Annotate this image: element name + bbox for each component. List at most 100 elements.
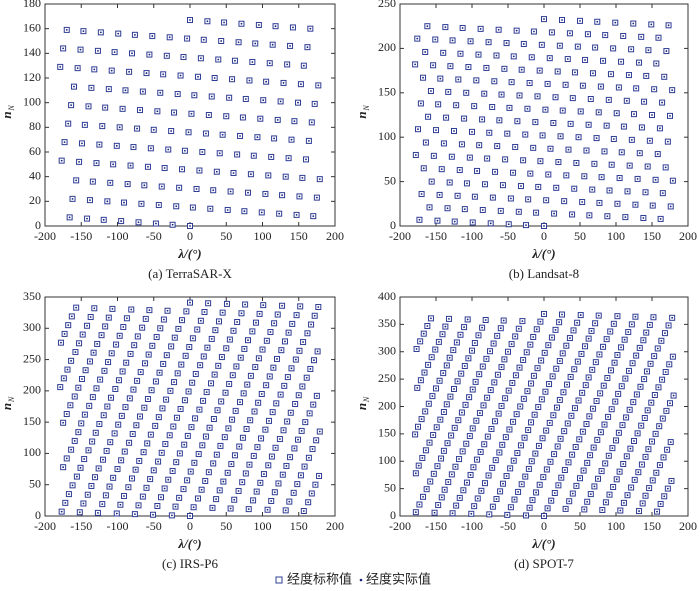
y-tick-label: 40	[29, 168, 41, 182]
actual-point	[256, 136, 259, 139]
y-tick-label: 150	[378, 85, 396, 99]
actual-point	[240, 22, 243, 25]
actual-point	[459, 333, 462, 336]
actual-point	[190, 112, 193, 115]
actual-point	[223, 21, 225, 24]
actual-point	[616, 315, 619, 318]
actual-point	[423, 371, 426, 374]
actual-point	[497, 28, 500, 31]
actual-point	[138, 460, 141, 462]
actual-point	[228, 96, 231, 99]
actual-point	[462, 489, 465, 492]
actual-point	[670, 480, 673, 482]
actual-point	[504, 397, 507, 400]
actual-point	[627, 331, 630, 333]
actual-point	[228, 383, 231, 385]
caption: (b) Landsat-8	[509, 266, 579, 281]
actual-point	[491, 505, 494, 508]
actual-point	[551, 31, 553, 34]
actual-point	[633, 478, 636, 481]
actual-point	[618, 470, 621, 473]
actual-point	[274, 25, 277, 28]
actual-point	[125, 361, 128, 364]
actual-point	[453, 426, 456, 429]
actual-point	[463, 208, 466, 211]
actual-point	[615, 112, 618, 115]
actual-point	[508, 106, 511, 109]
actual-point	[456, 194, 459, 197]
actual-point	[461, 450, 464, 453]
actual-point	[504, 158, 507, 161]
actual-point	[507, 350, 509, 353]
actual-point	[116, 468, 119, 470]
actual-point	[613, 361, 616, 364]
actual-point	[603, 150, 606, 153]
actual-point	[436, 465, 439, 468]
y-tick-label: 250	[23, 351, 41, 365]
actual-point	[202, 38, 205, 41]
actual-point	[156, 505, 159, 507]
actual-point	[652, 316, 655, 319]
actual-point	[313, 314, 316, 317]
y-axis-label: n	[0, 403, 14, 410]
actual-point	[302, 510, 305, 512]
actual-point	[596, 438, 599, 441]
actual-point	[527, 429, 530, 431]
actual-point	[479, 412, 481, 414]
actual-point	[648, 487, 651, 489]
actual-point	[213, 77, 216, 79]
actual-point	[485, 357, 488, 360]
actual-point	[222, 480, 225, 483]
actual-point	[92, 351, 95, 354]
actual-point	[455, 104, 458, 107]
actual-point	[195, 188, 198, 190]
actual-point	[132, 388, 135, 391]
actual-point	[414, 63, 417, 66]
actual-point	[289, 45, 291, 47]
actual-point	[83, 458, 86, 460]
actual-point	[449, 65, 452, 68]
actual-point	[522, 159, 525, 162]
actual-point	[468, 435, 471, 437]
actual-point	[247, 508, 250, 511]
actual-point	[426, 325, 429, 327]
actual-point	[542, 476, 545, 479]
actual-point	[180, 363, 183, 366]
actual-point	[316, 350, 319, 353]
actual-point	[93, 307, 96, 310]
actual-point	[547, 344, 550, 347]
actual-point	[494, 420, 496, 423]
actual-point	[285, 465, 288, 467]
actual-point	[636, 178, 639, 180]
actual-point	[168, 36, 171, 39]
actual-point	[77, 431, 80, 434]
actual-point	[481, 326, 483, 329]
actual-point	[226, 471, 229, 474]
actual-point	[634, 315, 637, 318]
actual-point	[289, 456, 291, 459]
actual-point	[191, 381, 194, 384]
actual-point	[267, 174, 270, 177]
actual-point	[270, 156, 273, 158]
actual-point	[218, 489, 221, 492]
actual-point	[566, 422, 569, 425]
actual-point	[266, 508, 269, 511]
actual-point	[516, 120, 519, 123]
actual-point	[592, 407, 594, 410]
y-tick-label: 300	[23, 320, 41, 334]
actual-point	[467, 357, 470, 360]
actual-point	[437, 340, 440, 343]
actual-point	[649, 362, 652, 365]
actual-point	[659, 464, 661, 466]
actual-point	[623, 501, 625, 504]
legend-label: 经度实际值	[366, 571, 431, 586]
actual-point	[664, 371, 667, 373]
actual-point	[297, 394, 300, 397]
actual-point	[443, 488, 446, 491]
actual-point	[99, 378, 101, 381]
actual-point	[512, 420, 514, 423]
actual-point	[318, 178, 321, 181]
actual-point	[134, 33, 136, 36]
actual-point	[87, 105, 90, 108]
